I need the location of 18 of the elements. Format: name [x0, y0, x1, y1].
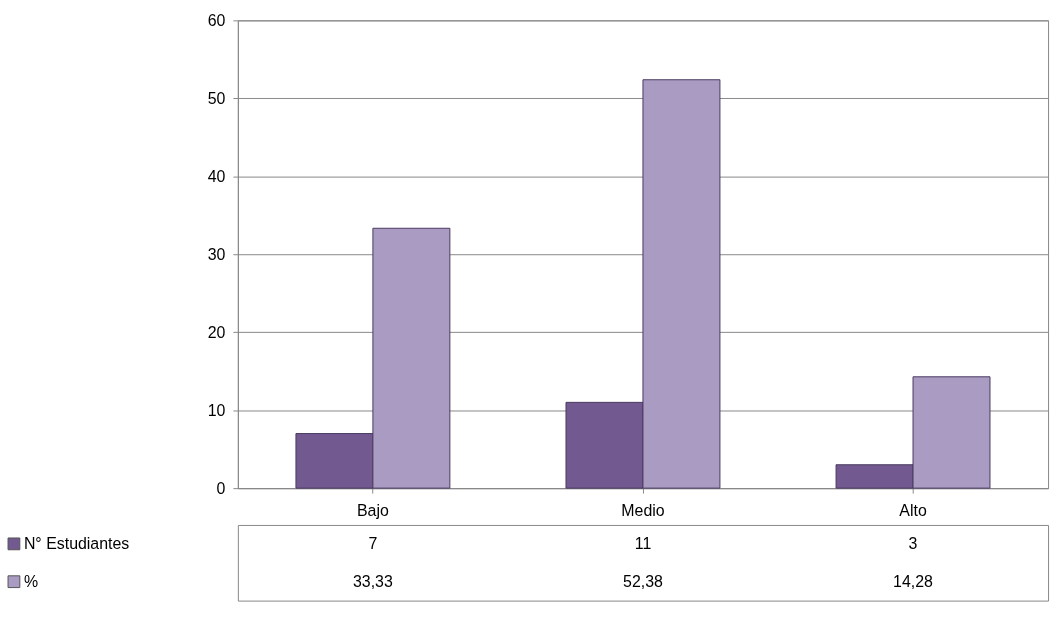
data-label: 33,33: [353, 572, 393, 590]
data-label: 52,38: [623, 572, 664, 590]
x-tick-label: Bajo: [356, 502, 389, 520]
y-tick-label: 40: [207, 167, 226, 185]
y-tick-label: 50: [207, 89, 226, 107]
data-label: 3: [908, 534, 918, 552]
y-tick-label: 30: [207, 245, 226, 263]
y-tick-label: 60: [207, 11, 226, 29]
y-tick-label: 10: [207, 401, 226, 419]
y-tick-label: 20: [207, 323, 226, 341]
x-tick-label: Medio: [621, 502, 665, 520]
x-tick-label: Alto: [899, 502, 927, 520]
legend-label: %: [23, 572, 39, 590]
data-label: 14,28: [893, 572, 934, 590]
y-tick-label: 0: [216, 479, 226, 497]
legend-label: N° Estudiantes: [23, 534, 130, 552]
data-label: 7: [368, 534, 378, 552]
data-label: 11: [634, 534, 652, 552]
